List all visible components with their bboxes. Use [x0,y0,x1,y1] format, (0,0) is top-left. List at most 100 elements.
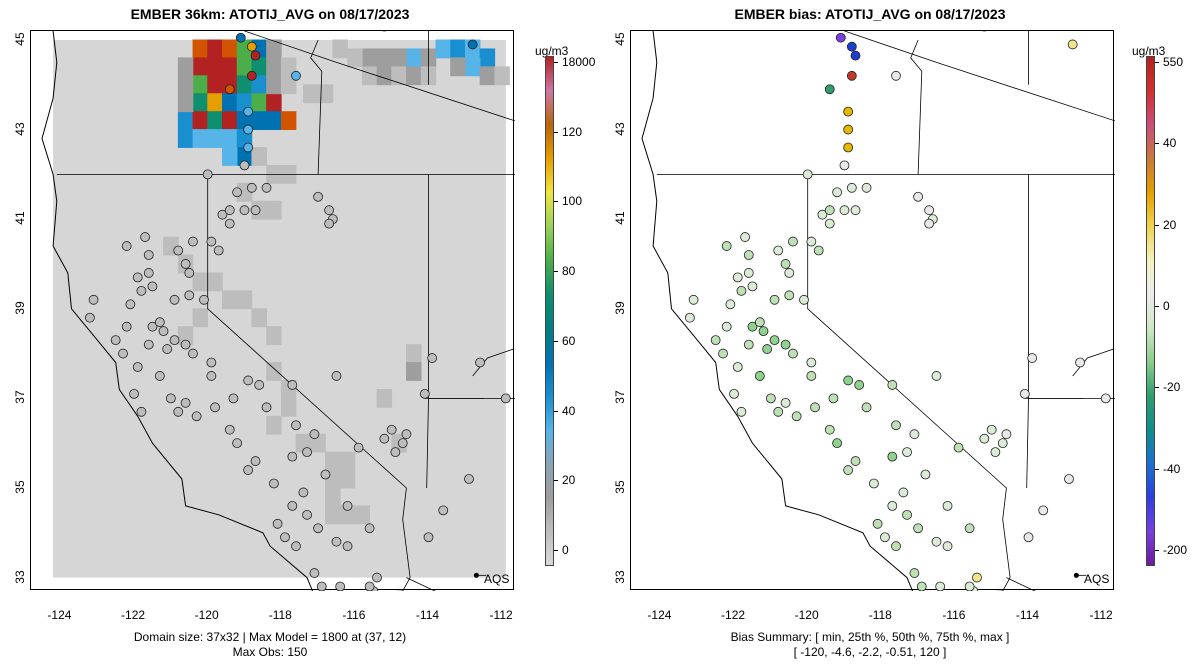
observation-station [243,106,254,117]
bias-station [806,371,817,381]
model-grid-cell [266,39,282,59]
bias-station [891,70,901,81]
model-grid-cell [251,147,267,166]
model-grid-cell [266,200,282,220]
state-boundary [844,31,1115,122]
model-grid-cell [339,451,356,471]
state-boundary [1072,348,1114,377]
observation-station [379,433,390,444]
y-tick-label: 35 [613,480,627,494]
y-tick-label: 39 [613,301,627,315]
model-grid-cell [222,129,238,148]
observation-station [397,438,408,449]
model-grid-cell [222,290,238,310]
model-grid-cell [280,57,297,77]
bias-station [784,268,795,278]
state-boundary [207,39,323,175]
bias-station [710,335,721,346]
model-grid-cell [479,48,496,68]
model-grid-cell [192,272,209,292]
observation-station [423,532,434,543]
observation-station [147,281,158,292]
observation-station [184,290,195,301]
state-boundary [406,577,436,591]
model-grid-cell [406,48,422,68]
x-tick-label: -120 [794,608,819,622]
bias-station [769,294,780,305]
bias-station [747,321,758,332]
model-grid-cell [192,75,209,95]
colorbar-label: 80 [562,264,576,279]
model-grid-cell [192,93,209,113]
y-tick-label: 43 [13,121,27,136]
observation-station [180,259,191,269]
bias-station [887,500,898,511]
bias-station [891,541,901,552]
model-grid-cell [391,48,407,68]
model-panel: EMBER 36km: ATOTIJ_AVG on 08/17/2023 -12… [13,6,596,659]
observation-station [280,532,290,543]
colorbar-label: 550 [1163,55,1184,69]
bias-station [931,371,942,381]
bias-station [891,420,901,431]
observation-station [217,209,228,220]
bias-station [1100,393,1111,404]
observation-station [199,294,209,305]
colorbar-label: 60 [562,333,576,348]
observation-station [500,393,511,404]
observation-station [287,451,298,462]
observation-station [228,393,239,404]
model-grid-cell [361,48,378,68]
observation-station [331,371,342,381]
model-grid-cell [266,415,282,435]
colorbar-label: -20 [1163,380,1181,395]
model-grid-cell [236,290,253,310]
colorbar-label: 18000 [562,55,596,69]
model-grid-cell [339,469,356,489]
bias-station [942,500,953,511]
observation-station [121,241,132,251]
model-grid-cell [251,57,267,77]
model-grid-cell [207,39,223,59]
bias-map-title: EMBER bias: ATOTIJ_AVG on 08/17/2023 [734,6,1006,22]
model-grid-cell [464,57,481,77]
model-grid-cell [192,39,209,59]
observation-station [438,505,449,516]
observation-station [364,581,375,591]
bias-station [846,70,857,81]
bias-station [916,581,927,591]
colorbar-tick [554,62,558,63]
bias-station [997,438,1008,449]
observation-station [419,388,430,399]
observation-station [246,41,257,52]
bias-station [1023,532,1034,543]
bias-station [817,209,828,220]
model-grid-cell [280,397,297,417]
y-tick-label: 37 [613,390,627,405]
observation-station [401,429,412,440]
y-tick-label: 33 [13,569,27,584]
bias-station [758,326,769,337]
bias-station [788,348,798,359]
observation-station [243,142,254,153]
bias-station [824,218,835,229]
y-tick-label: 45 [13,32,27,46]
bias-station [743,339,754,350]
observation-station [298,487,309,498]
model-grid-cell [266,57,282,77]
observation-station [162,344,173,354]
x-tick-label: -112 [489,608,513,622]
bias-station [1001,429,1012,440]
observation-station [143,250,154,260]
model-footer-line2: Max Obs: 150 [232,645,308,659]
bias-footer-line1: Bias Summary: [ min, 25th %, 50th %, 75t… [730,630,1010,644]
observation-station [165,393,176,404]
x-tick-label: -112 [1089,608,1113,622]
observation-station [291,70,301,81]
model-grid-cell [177,326,194,346]
observation-station [154,371,165,381]
bias-station [861,182,872,193]
model-grid-cell [207,93,223,113]
colorbar-tick [554,550,558,551]
model-grid-cell [177,129,194,148]
